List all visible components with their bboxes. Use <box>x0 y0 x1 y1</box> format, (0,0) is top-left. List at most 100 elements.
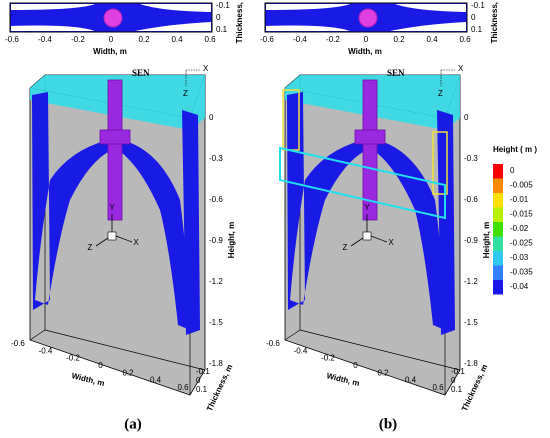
y-tick-label: -0.1 <box>216 1 230 10</box>
caption: (b) <box>379 416 397 432</box>
legend-swatch <box>493 207 503 222</box>
box-edges <box>284 74 461 395</box>
legend-label: -0.03 <box>510 253 529 262</box>
legend-swatch <box>493 280 503 295</box>
box-edges <box>29 74 206 395</box>
thickness-tick-label: 0 <box>451 376 456 385</box>
height-tick-label: -0.3 <box>209 154 223 163</box>
x-tick-label: 0.6 <box>204 35 216 44</box>
legend-title: Height ( m ) <box>493 145 537 154</box>
triad-axes <box>350 214 388 247</box>
x-tick-label: 0.4 <box>171 35 183 44</box>
width-tick-label: -0.4 <box>39 346 53 355</box>
thickness-tick-label: 0.1 <box>451 385 463 394</box>
y-tick-label: -0.1 <box>471 1 485 10</box>
y-tick-label: 0.1 <box>471 25 483 34</box>
width-tick-label: 0.2 <box>122 368 134 377</box>
triad-label: Z <box>88 243 93 252</box>
sen-pipe <box>362 79 378 221</box>
triad-label: Y <box>109 203 115 212</box>
width-tick-label: 0.6 <box>177 383 189 392</box>
thickness-tick-label: -0.1 <box>196 367 210 376</box>
legend-label: -0.02 <box>510 224 529 233</box>
legend-swatch <box>493 222 503 237</box>
height-tick-label: -0.9 <box>209 236 223 245</box>
x-axis-label: Width, m <box>93 47 127 56</box>
x-tick-label: 0.4 <box>426 35 438 44</box>
width-tick-label: 0.4 <box>405 376 417 385</box>
height-tick-label: 0 <box>209 113 214 122</box>
x-tick-label: -0.4 <box>38 35 52 44</box>
top-plot-gap <box>266 4 466 31</box>
legend-swatch <box>493 164 503 179</box>
thickness-tick-label: 0.1 <box>196 385 208 394</box>
y-tick-label: 0.1 <box>216 25 228 34</box>
caption: (a) <box>124 416 142 432</box>
legend-swatch <box>493 193 503 208</box>
height-tick-label: -1.5 <box>464 318 478 327</box>
jet-right <box>373 110 455 335</box>
highlight-band <box>279 146 446 220</box>
triad-cube <box>362 231 372 241</box>
y-tick-label: 0 <box>216 13 221 22</box>
legend-label: -0.035 <box>510 268 533 277</box>
sen-pipe <box>107 79 123 221</box>
sen-port <box>99 129 131 145</box>
corner-triad-label: Z <box>183 89 188 98</box>
x-tick-label: -0.6 <box>260 35 274 44</box>
legend-label: -0.025 <box>510 239 533 248</box>
y-axis-label: Thickness, m <box>235 0 244 43</box>
sen-port <box>354 129 386 145</box>
x-tick-label: -0.2 <box>71 35 85 44</box>
triad-label: X <box>388 238 394 247</box>
width-tick-label: -0.4 <box>294 346 308 355</box>
legend-label: -0.005 <box>510 181 533 190</box>
corner-triad-label: Z <box>438 89 443 98</box>
sen-top <box>103 8 123 28</box>
y-axis-label: Thickness, m <box>490 0 499 43</box>
corner-triad <box>185 69 200 86</box>
height-tick-label: -1.2 <box>464 277 478 286</box>
height-tick-label: -1.5 <box>209 318 223 327</box>
legend-label: -0.015 <box>510 210 533 219</box>
width-tick-label: 0.6 <box>432 383 444 392</box>
height-tick-label: -1.8 <box>209 359 223 368</box>
corner-triad-label: X <box>203 64 209 73</box>
highlight-box <box>432 131 448 195</box>
legend-label: -0.01 <box>510 195 529 204</box>
width-axis-label: Width, m <box>326 371 361 388</box>
x-tick-label: 0.2 <box>393 35 405 44</box>
sen-label: SEN <box>387 68 405 78</box>
height-tick-label: -0.6 <box>209 195 223 204</box>
jet-left <box>32 92 112 310</box>
x-tick-label: -0.2 <box>326 35 340 44</box>
triad-label: Z <box>343 243 348 252</box>
thickness-tick-label: 0 <box>196 376 201 385</box>
x-tick-label: 0 <box>364 35 369 44</box>
x-tick-label: 0 <box>109 35 114 44</box>
x-tick-label: 0.2 <box>138 35 150 44</box>
triad-label: Y <box>364 203 370 212</box>
height-tick-label: -0.6 <box>464 195 478 204</box>
legend-swatch <box>493 251 503 266</box>
jet-left <box>287 92 367 310</box>
height-tick-label: -1.2 <box>209 277 223 286</box>
x-axis-label: Width, m <box>348 47 382 56</box>
width-tick-label: -0.2 <box>66 354 80 363</box>
height-tick-label: -1.8 <box>464 359 478 368</box>
legend-swatch <box>493 265 503 280</box>
thickness-tick-label: -0.1 <box>451 367 465 376</box>
width-tick-label: 0 <box>98 361 103 370</box>
width-tick-label: 0.2 <box>377 368 389 377</box>
sen-label: SEN <box>132 68 150 78</box>
legend-swatch <box>493 178 503 193</box>
width-tick-label: 0.4 <box>150 376 162 385</box>
x-tick-label: -0.4 <box>293 35 307 44</box>
width-tick-label: -0.6 <box>11 339 25 348</box>
width-tick-label: -0.2 <box>321 354 335 363</box>
height-axis-label: Height, m <box>227 222 236 258</box>
corner-triad <box>440 69 455 86</box>
